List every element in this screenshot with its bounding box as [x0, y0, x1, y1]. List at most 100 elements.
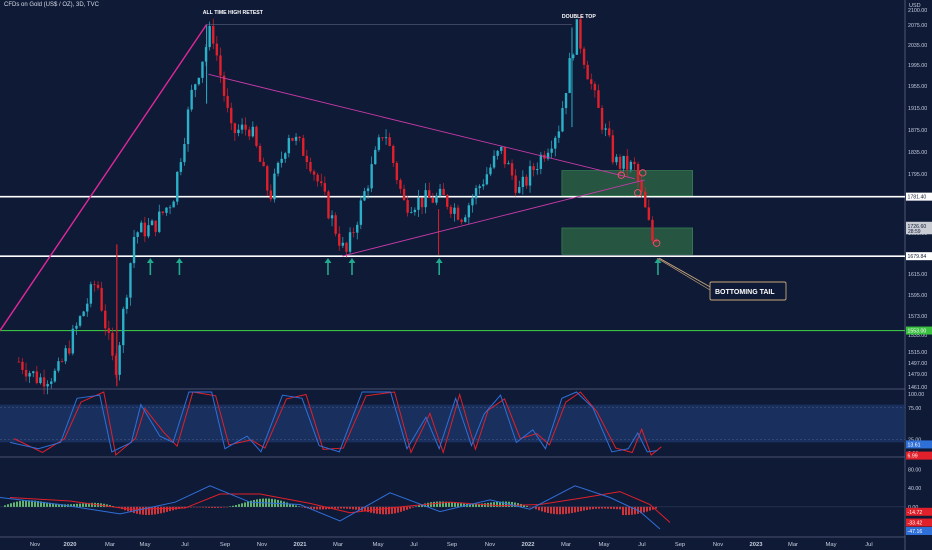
- candle: [528, 166, 532, 186]
- candle: [316, 174, 319, 182]
- macd-histogram-bar: [493, 502, 495, 507]
- macd-histogram-bar: [346, 506, 348, 509]
- stoch-k-line: [9, 391, 658, 453]
- macd-histogram-bar: [547, 506, 549, 514]
- candle: [345, 242, 348, 252]
- ath-label-bg: [200, 8, 259, 16]
- candle: [42, 377, 46, 387]
- candle: [593, 83, 597, 91]
- macd-histogram-bar: [556, 506, 558, 515]
- candle: [298, 136, 301, 139]
- macd-histogram-bar: [43, 501, 45, 507]
- candle: [50, 381, 53, 384]
- candle: [255, 126, 258, 146]
- macd-histogram-bar: [160, 506, 162, 514]
- candle: [212, 25, 215, 44]
- candle: [100, 287, 103, 311]
- candle: [327, 191, 330, 219]
- buy-arrow-head: [435, 258, 443, 263]
- candle: [176, 171, 179, 202]
- macd-histogram-bar: [256, 499, 258, 507]
- macd-histogram-bar: [649, 506, 651, 511]
- candle: [413, 209, 417, 213]
- buy-arrow-head: [654, 258, 662, 263]
- macd-histogram-bar: [553, 506, 555, 515]
- macd-histogram-bar: [439, 501, 441, 507]
- candle: [435, 195, 438, 203]
- macd-histogram-bar: [193, 506, 195, 508]
- candle: [168, 207, 172, 209]
- candle: [633, 161, 636, 165]
- candle: [644, 191, 647, 208]
- candle: [615, 156, 618, 163]
- macd-histogram-bar: [463, 503, 465, 507]
- macd-histogram-bar: [589, 506, 591, 510]
- macd-histogram-bar: [229, 506, 231, 507]
- price-tick-label: 1875.00: [908, 128, 927, 134]
- stoch-tick-label: 100.00: [908, 392, 924, 398]
- macd-histogram-bar: [7, 504, 9, 507]
- macd-histogram-bar: [565, 506, 567, 514]
- price-tick-label: 2075.00: [908, 23, 927, 29]
- uptrend-line: [0, 24, 208, 331]
- macd-histogram-bar: [91, 502, 93, 507]
- macd-histogram-bar: [202, 506, 204, 508]
- macd-histogram-bar: [37, 500, 39, 507]
- wedge-upper-line: [208, 73, 635, 180]
- candle: [424, 190, 427, 208]
- macd-histogram-bar: [133, 506, 135, 514]
- time-tick-label: Jul: [865, 542, 872, 548]
- currency-label: USD: [909, 3, 921, 9]
- macd-histogram-bar: [70, 504, 72, 507]
- price-tick-label: 1615.00: [908, 272, 927, 278]
- macd-histogram-bar: [613, 506, 615, 510]
- last-price-tag-bg: [906, 221, 932, 230]
- candle: [222, 75, 226, 96]
- price-tick-label: 1995.00: [908, 63, 927, 69]
- macd-histogram-bar: [628, 506, 630, 515]
- candle: [86, 303, 89, 312]
- macd-histogram-bar: [568, 506, 570, 514]
- candle: [147, 225, 150, 237]
- macd-histogram-bar: [28, 500, 30, 507]
- candle: [629, 161, 633, 170]
- macd-histogram-bar: [511, 501, 513, 507]
- candle: [356, 224, 359, 233]
- macd-line-tag: -47.16: [908, 529, 923, 535]
- candle: [309, 162, 312, 172]
- candle: [554, 137, 557, 149]
- macd-tick-label: 40.00: [908, 486, 921, 492]
- candle: [28, 373, 31, 377]
- macd-histogram-bar: [49, 502, 51, 507]
- macd-histogram-bar: [391, 506, 393, 514]
- candle: [503, 146, 507, 165]
- candle: [608, 128, 611, 136]
- macd-histogram-bar: [430, 502, 432, 507]
- price-tick-label: 1595.00: [908, 293, 927, 299]
- macd-histogram-bar: [223, 506, 225, 508]
- candle: [276, 162, 280, 174]
- candle: [158, 211, 161, 232]
- macd-histogram-bar: [514, 502, 516, 507]
- candle: [507, 163, 510, 165]
- macd-histogram-bar: [475, 503, 477, 507]
- candle: [410, 212, 413, 213]
- macd-hist-tag-bg: [906, 507, 932, 516]
- candles: [17, 14, 658, 395]
- macd-histogram-bar: [337, 506, 339, 509]
- candle: [136, 232, 139, 237]
- macd-histogram-bar: [622, 506, 624, 516]
- candle: [262, 161, 265, 167]
- candle: [294, 136, 298, 141]
- time-tick-label: Nov: [485, 542, 495, 548]
- macd-histogram-bar: [388, 506, 390, 515]
- highlight-circle: [617, 171, 625, 179]
- time-tick-label: May: [826, 542, 837, 548]
- candle: [183, 144, 186, 163]
- candle: [482, 184, 485, 187]
- macd-histogram-bar: [334, 506, 336, 509]
- candle: [258, 145, 262, 162]
- macd-histogram-bar: [13, 502, 15, 507]
